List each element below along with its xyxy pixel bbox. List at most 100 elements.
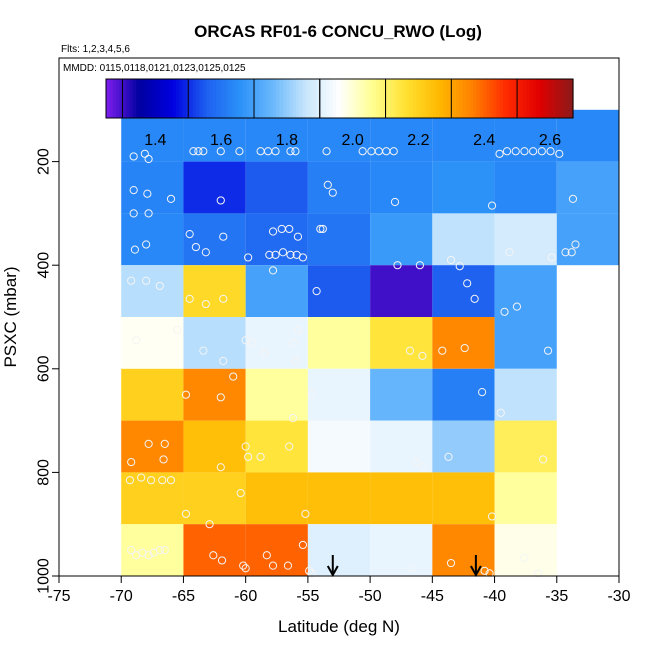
colorbar-segment: [119, 79, 124, 118]
colorbar-segment: [406, 79, 411, 118]
x-tick-label: -70: [110, 588, 133, 605]
observation-point: [520, 553, 529, 562]
colorbar-segment: [202, 79, 207, 118]
observation-point: [229, 372, 238, 381]
colorbar-segment: [242, 79, 247, 118]
colorbar-segment: [152, 79, 157, 118]
colorbar-segment: [106, 79, 110, 118]
observation-point: [316, 224, 325, 234]
colorbar-segment: [566, 79, 571, 118]
heatmap-cell: [245, 317, 308, 369]
heatmap-cell: [121, 524, 184, 576]
observation-point: [127, 546, 136, 555]
observation-point: [166, 194, 176, 203]
heatmap-cell: [307, 265, 371, 317]
colorbar-segment: [552, 79, 557, 118]
observation-point: [537, 147, 546, 156]
observation-point: [132, 336, 141, 345]
heatmap-cell: [370, 265, 433, 317]
plot-frame: [58, 57, 620, 577]
x-tick-label: -75: [47, 588, 70, 605]
observation-point: [262, 551, 271, 560]
heatmap-cell: [494, 317, 557, 369]
colorbar-segment: [332, 79, 337, 118]
observation-point: [463, 279, 472, 288]
observation-point: [496, 408, 505, 417]
observation-point: [216, 393, 225, 402]
heatmap-cell: [432, 317, 495, 369]
y-tick-label: 600: [36, 355, 53, 382]
observation-point: [293, 325, 303, 335]
colorbar-segment: [109, 79, 114, 118]
colorbar-segment: [399, 79, 404, 118]
observation-point: [216, 196, 225, 205]
observation-point: [286, 250, 295, 259]
heatmap-cell: [121, 265, 184, 317]
x-tick-label: -55: [296, 588, 319, 605]
heatmap-cell: [432, 524, 495, 576]
colorbar-segment: [446, 79, 451, 118]
colorbar-segment: [329, 79, 334, 118]
colorbar-segment: [469, 79, 474, 118]
colorbar-segment: [239, 79, 244, 118]
heatmap-cell: [245, 524, 308, 576]
observation-point: [236, 489, 245, 498]
heatmap-cell: [245, 420, 308, 473]
colorbar-segment: [352, 79, 357, 118]
colorbar-segment: [339, 79, 344, 118]
observation-point: [189, 147, 198, 156]
observation-point: [288, 338, 298, 347]
colorbar-segment: [296, 79, 301, 118]
colorbar-segment: [122, 79, 127, 118]
observation-point: [312, 287, 321, 296]
observation-point: [288, 413, 298, 423]
colorbar-segment: [146, 79, 150, 118]
x-tick-label: -60: [234, 588, 257, 605]
colorbar-segment: [289, 79, 294, 118]
colorbar-segment: [542, 79, 547, 118]
heatmap-cell: [494, 368, 557, 421]
heatmap-cell: [494, 524, 557, 576]
observation-point: [389, 147, 398, 156]
observation-point: [534, 569, 543, 578]
colorbar-segment: [286, 79, 291, 118]
observation-point: [358, 147, 367, 156]
colorbar-segment: [369, 79, 374, 118]
observation-point: [412, 457, 421, 467]
colorbar-segment: [229, 79, 234, 118]
heatmap-cell: [494, 420, 557, 473]
colorbar-segment: [302, 79, 307, 118]
colorbar-segment: [366, 79, 371, 118]
heatmap-cell: [245, 368, 308, 421]
colorbar-segment: [162, 79, 167, 118]
colorbar-segment: [546, 79, 551, 118]
observation-point: [285, 442, 294, 451]
observation-point: [247, 338, 256, 347]
x-tick-label: -40: [483, 588, 506, 605]
heatmap-cell: [121, 472, 184, 525]
colorbar-segment: [396, 79, 401, 118]
observation-point: [485, 569, 494, 578]
heatmap-cell: [245, 472, 308, 525]
colorbar-segment: [409, 79, 414, 118]
observation-point: [265, 250, 274, 259]
observation-point: [209, 551, 218, 560]
y-tick-label: 200: [36, 148, 53, 175]
observation-point: [144, 551, 153, 560]
colorbar-segment: [529, 79, 534, 118]
colorbar-segment: [486, 79, 491, 118]
colorbar-segment: [419, 79, 424, 118]
heatmap-cell: [494, 265, 557, 317]
heatmap-cell: [245, 161, 308, 214]
colorbar-segment: [166, 79, 170, 118]
observation-point: [291, 147, 300, 156]
heatmap-cell: [183, 368, 246, 421]
heatmap-cell: [370, 472, 433, 525]
observation-point: [199, 346, 208, 355]
heatmap-cell: [307, 161, 371, 214]
colorbar-segment: [559, 79, 564, 118]
x-tick-label: -35: [545, 588, 568, 605]
observation-point: [130, 245, 140, 254]
observation-point: [555, 149, 564, 158]
observation-point: [125, 476, 135, 485]
